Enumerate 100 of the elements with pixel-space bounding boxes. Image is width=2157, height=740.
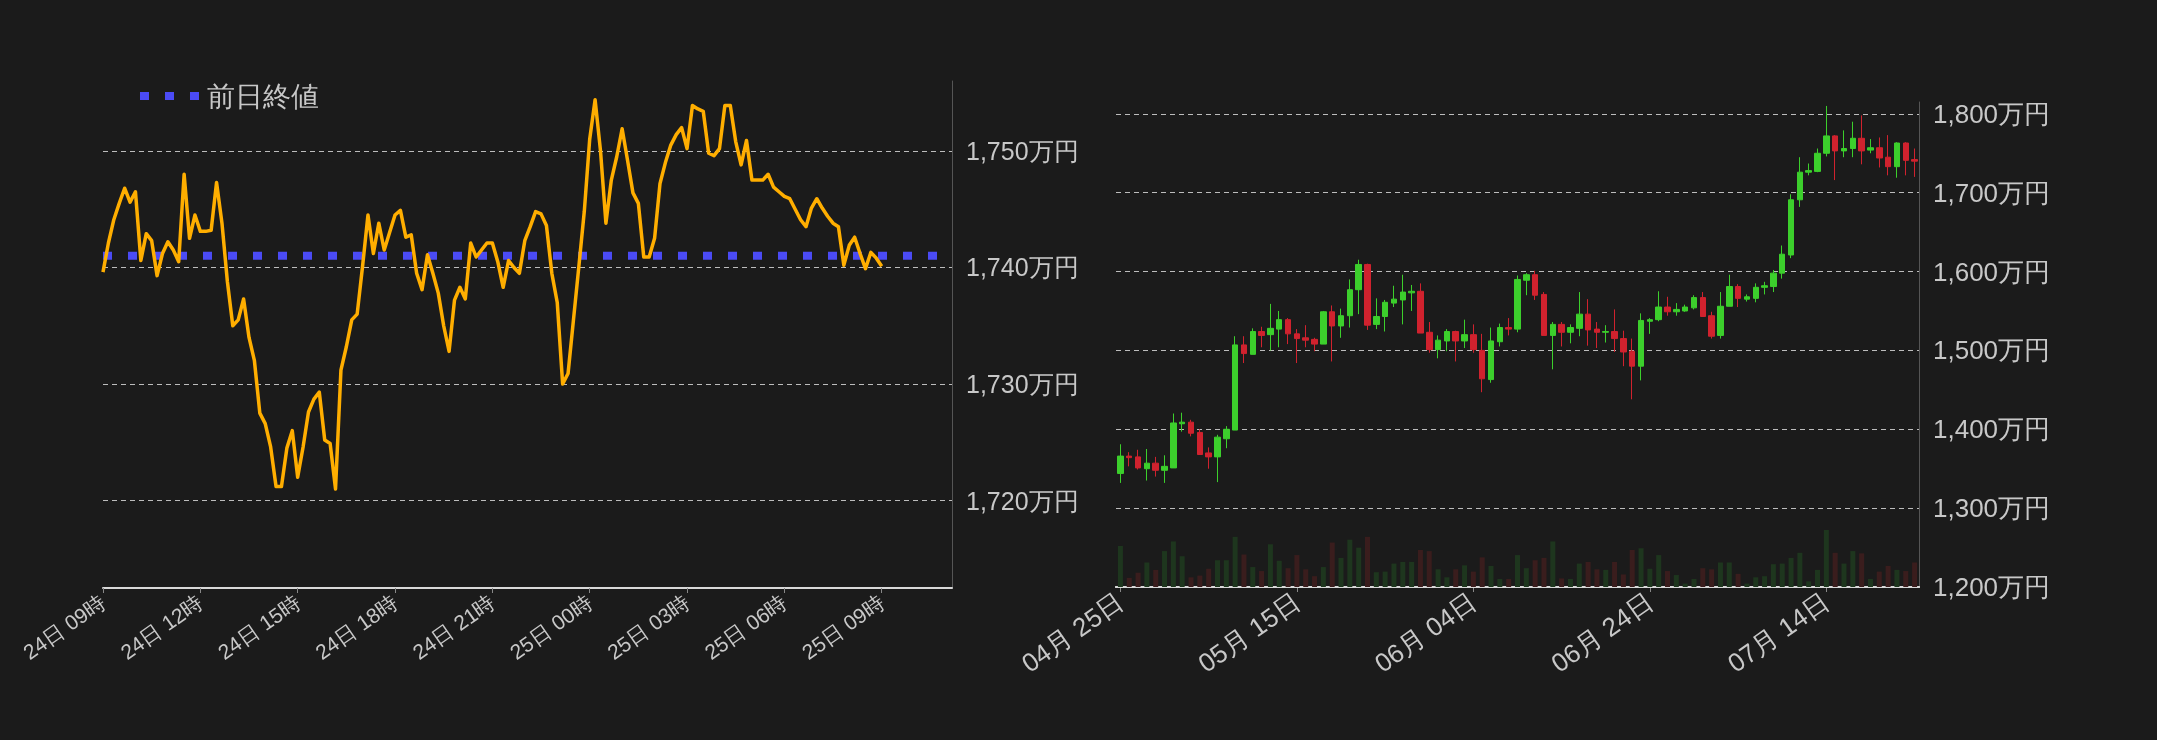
bar bbox=[1647, 568, 1653, 587]
bar bbox=[1709, 569, 1715, 587]
bar bbox=[1515, 555, 1520, 587]
candlestick bbox=[1179, 412, 1185, 433]
candlestick bbox=[1461, 319, 1468, 349]
bar bbox=[1876, 571, 1882, 587]
x-tick-label: 05月 15日 bbox=[1192, 586, 1306, 679]
candlestick bbox=[1682, 304, 1688, 313]
bar bbox=[1214, 560, 1220, 587]
x-tick-label: 24日 15時 bbox=[213, 590, 305, 664]
candlestick bbox=[1708, 311, 1715, 340]
bar bbox=[1188, 577, 1194, 587]
candlestick bbox=[1894, 141, 1900, 179]
bar bbox=[1797, 552, 1803, 587]
bar bbox=[1779, 563, 1785, 587]
bar bbox=[1232, 536, 1238, 587]
y-tick-label: 1,300万円 bbox=[1933, 493, 2051, 524]
bar bbox=[1259, 571, 1265, 587]
candlestick bbox=[1620, 330, 1627, 367]
candlestick bbox=[1250, 327, 1256, 355]
candlestick bbox=[1594, 321, 1600, 349]
candlestick bbox=[1850, 121, 1856, 158]
candlestick bbox=[1611, 308, 1618, 353]
candlestick bbox=[1602, 324, 1609, 344]
candlestick bbox=[1497, 323, 1503, 347]
bar bbox=[1479, 557, 1485, 587]
candlestick bbox=[1267, 303, 1274, 351]
candlestick bbox=[1523, 272, 1530, 296]
bar bbox=[1153, 569, 1159, 587]
x-tick-label: 25日 09時 bbox=[797, 590, 889, 664]
y-tick-label: 1,720万円 bbox=[966, 486, 1079, 515]
candlestick bbox=[1214, 434, 1221, 483]
bar bbox=[1832, 552, 1838, 587]
x-tick-label: 25日 06時 bbox=[700, 590, 791, 664]
bar bbox=[1532, 560, 1538, 587]
bar bbox=[1356, 547, 1362, 587]
candlestick bbox=[1444, 328, 1450, 352]
candlestick bbox=[1664, 296, 1671, 317]
bar bbox=[1885, 565, 1891, 587]
bar bbox=[1409, 561, 1415, 587]
candlestick bbox=[1823, 105, 1830, 157]
bar bbox=[1179, 556, 1185, 587]
bar bbox=[1815, 569, 1821, 587]
candlestick bbox=[1885, 134, 1891, 176]
bar bbox=[1197, 575, 1203, 587]
candlestick bbox=[1232, 335, 1238, 431]
bar bbox=[1144, 562, 1150, 587]
candlestick bbox=[1735, 283, 1741, 308]
bar bbox=[1603, 569, 1609, 587]
bar bbox=[1506, 579, 1512, 587]
candlestick bbox=[1188, 419, 1194, 437]
candlestick bbox=[1576, 291, 1583, 337]
bar bbox=[1241, 554, 1247, 587]
y-tick-label: 1,800万円 bbox=[1933, 98, 2051, 129]
candlestick bbox=[1355, 259, 1362, 315]
candlestick bbox=[1903, 141, 1909, 176]
bar bbox=[1691, 579, 1697, 587]
candlestick bbox=[1417, 282, 1424, 334]
candlestick bbox=[1805, 163, 1812, 176]
candlestick bbox=[1373, 297, 1380, 330]
y-tick-label: 1,750万円 bbox=[966, 136, 1079, 165]
candlestick bbox=[1858, 114, 1865, 165]
y-tick-label: 1,700万円 bbox=[1933, 177, 2051, 208]
bar bbox=[1770, 564, 1776, 587]
bar bbox=[1550, 541, 1556, 587]
y-tick-label: 1,730万円 bbox=[966, 370, 1079, 399]
candlestick bbox=[1170, 413, 1177, 469]
candlestick bbox=[1320, 310, 1327, 345]
bar bbox=[1435, 569, 1441, 587]
bar bbox=[1867, 579, 1873, 587]
bar bbox=[1612, 561, 1618, 587]
bar bbox=[1585, 561, 1591, 587]
bar bbox=[1903, 571, 1909, 587]
bar bbox=[1453, 569, 1459, 587]
candlestick bbox=[1302, 324, 1309, 348]
candlestick bbox=[1382, 299, 1388, 332]
bar bbox=[1726, 562, 1732, 587]
candlestick bbox=[1117, 443, 1124, 484]
candlestick bbox=[1647, 317, 1653, 335]
candlestick bbox=[1911, 148, 1918, 178]
candlestick bbox=[1285, 317, 1291, 345]
candlestick bbox=[1161, 454, 1168, 484]
candlestick bbox=[1532, 270, 1538, 301]
bar bbox=[1382, 571, 1388, 587]
bar bbox=[1700, 568, 1706, 587]
candlestick bbox=[1452, 330, 1459, 362]
bar bbox=[1656, 555, 1662, 587]
candlestick bbox=[1258, 326, 1265, 348]
bar bbox=[1462, 565, 1468, 587]
candlestick bbox=[1726, 274, 1733, 307]
bar bbox=[1488, 565, 1494, 587]
y-tick-label: 1,600万円 bbox=[1933, 256, 2051, 287]
candlestick bbox=[1294, 328, 1300, 364]
candlestick bbox=[1126, 451, 1132, 467]
bar bbox=[1823, 530, 1829, 587]
x-tick-label: 06月 24日 bbox=[1545, 586, 1659, 679]
x-tick-label: 25日 03時 bbox=[602, 590, 694, 664]
candlestick bbox=[1241, 335, 1247, 364]
candlestick bbox=[1567, 323, 1574, 344]
bar bbox=[1673, 575, 1679, 587]
